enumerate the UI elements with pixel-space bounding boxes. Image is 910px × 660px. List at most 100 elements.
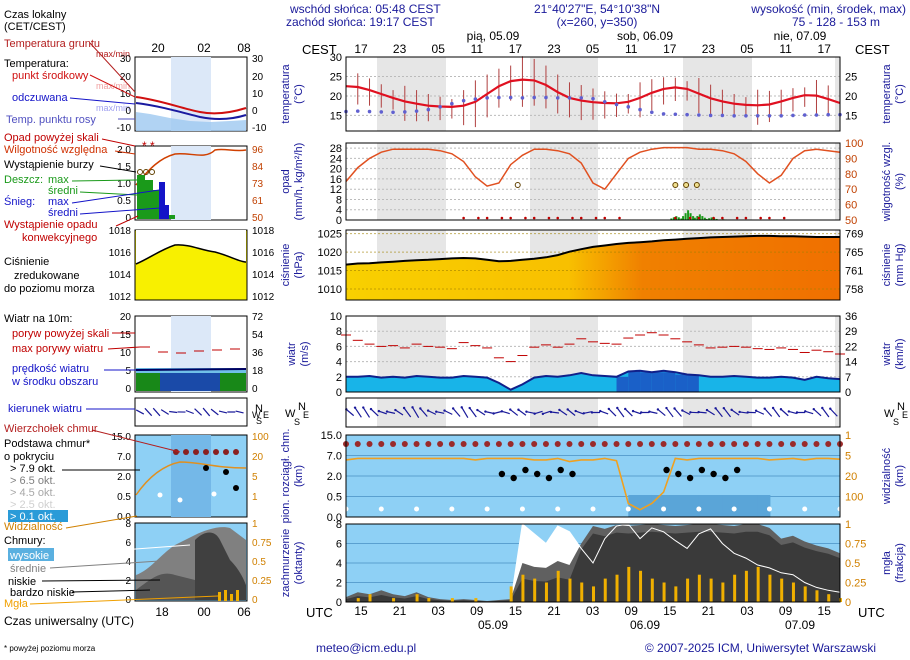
fog-bar: [544, 582, 548, 602]
wind-direction-arrow: [469, 407, 477, 418]
dew-point: [355, 109, 360, 113]
dew-point: [685, 112, 689, 117]
svg-text:max: max: [48, 174, 69, 186]
wind-direction-arrow: [821, 407, 830, 418]
cloud-top: [648, 441, 655, 447]
wind-direction-arrow: [427, 410, 437, 415]
wind-direction-arrow: [386, 411, 396, 414]
legend-soil-maxmin: max/min: [96, 49, 130, 59]
tick-utc-hour: 15: [818, 604, 832, 618]
svg-text:o pokryciu: o pokryciu: [4, 451, 54, 463]
fog-bar: [627, 566, 631, 602]
svg-text:61: 61: [252, 196, 264, 207]
precip-bar: [715, 218, 718, 220]
precip-bar: [708, 218, 711, 220]
cloud-top: [601, 441, 608, 447]
axis-title: (°C): [293, 84, 305, 104]
svg-text:> 6.5 okt.: > 6.5 okt.: [10, 475, 56, 487]
tick-label-y: 6: [336, 539, 342, 551]
tick-label-y: 25: [845, 71, 857, 83]
fog-bar: [686, 578, 690, 602]
tick-label-y: 0: [845, 597, 851, 609]
axis-title: zachmurzenie: [280, 529, 292, 597]
panel-0: 15 20 25 30 15 20 25: [330, 52, 857, 132]
svg-text:96: 96: [252, 145, 264, 156]
fog-bar: [733, 574, 737, 602]
cloud-base-dense: [533, 470, 541, 478]
svg-text:06: 06: [237, 605, 251, 619]
day-label-top: pią, 05.09: [467, 29, 520, 43]
svg-text:Czas uniwersalny (UTC): Czas uniwersalny (UTC): [4, 614, 134, 628]
axis-title: wiatr: [286, 342, 298, 367]
svg-text:0.25: 0.25: [252, 576, 272, 587]
legend-local-hour: 08: [237, 41, 251, 55]
panel-6: 0 2 4 6 8 0 0.25 0.5 0.75 1: [336, 519, 867, 609]
convective-marker: [759, 216, 762, 220]
cloud-top: [672, 441, 679, 447]
wind-direction-arrow: [370, 408, 379, 417]
dew-point: [555, 96, 560, 100]
axis-title: wiatr: [881, 342, 893, 367]
footer-email[interactable]: meteo@icm.edu.pl: [316, 641, 416, 655]
legend-dew: Temp. punktu rosy: [6, 114, 96, 126]
svg-text:1.5: 1.5: [117, 162, 131, 173]
tick-utc-hour: 09: [625, 604, 639, 618]
convective-marker: [547, 216, 551, 220]
svg-text:Widzialność: Widzialność: [4, 521, 63, 533]
svg-text:Mgła: Mgła: [4, 598, 29, 610]
wind-direction-arrow: [477, 409, 486, 416]
cloud-base-dense: [510, 474, 517, 482]
fog-bar: [356, 598, 360, 602]
legend-local-hour: 20: [151, 41, 165, 55]
svg-text:0.5: 0.5: [117, 492, 131, 503]
tick-label-y: 2: [336, 578, 342, 590]
wind-direction-arrow: [567, 409, 576, 416]
svg-text:10: 10: [120, 348, 132, 359]
tick-label-y: 5: [845, 451, 851, 463]
axis-title: ciśnienie: [280, 244, 292, 287]
svg-text:30: 30: [252, 54, 264, 65]
footer-copyright: © 2007-2025 ICM, Uniwersytet Warszawski: [645, 641, 876, 655]
tick-label-y: 0: [336, 215, 342, 227]
tick-local-hour: 23: [393, 42, 407, 56]
fog-bar: [556, 570, 560, 602]
compass-s: S: [294, 417, 300, 427]
svg-text:do poziomu morza: do poziomu morza: [4, 283, 95, 295]
tick-label-y: 0.75: [845, 539, 866, 551]
wind-direction-arrow: [542, 410, 551, 415]
precip-bar: [703, 217, 706, 220]
axis-title: (°C): [894, 84, 906, 104]
axis-title: (km): [293, 465, 305, 487]
cloud-base-low: [519, 506, 525, 512]
svg-text:0: 0: [252, 106, 258, 117]
svg-text:10: 10: [120, 89, 132, 100]
cloud-base-dense: [522, 466, 529, 474]
wind-direction-arrow: [345, 408, 355, 417]
svg-text:Wystąpienie opadu: Wystąpienie opadu: [4, 219, 97, 231]
wind-direction-arrow: [788, 410, 797, 415]
cloud-top: [684, 441, 691, 447]
cloud-top: [554, 441, 561, 447]
svg-text:18: 18: [155, 605, 169, 619]
convective-marker: [603, 216, 607, 220]
wind-direction-arrow: [583, 411, 592, 414]
legend-wind-arrow: [185, 409, 194, 415]
fog-bar: [709, 578, 713, 602]
cloud-top: [566, 441, 573, 447]
svg-text:7.0: 7.0: [117, 452, 131, 463]
svg-text:Śnieg:: Śnieg:: [4, 195, 35, 208]
tick-local-hour: 17: [818, 42, 832, 56]
svg-text:15: 15: [120, 330, 132, 341]
svg-text:1: 1: [252, 492, 258, 503]
convective-marker: [688, 216, 692, 220]
cloud-top: [542, 441, 549, 447]
convective-marker: [735, 216, 739, 220]
dew-point: [461, 98, 466, 103]
cloud-base-low: [414, 506, 420, 512]
svg-text:zredukowane: zredukowane: [14, 270, 79, 282]
precip-bar: [701, 216, 704, 220]
compass-w: W: [884, 408, 895, 420]
tick-label-y: 36: [845, 311, 857, 323]
svg-text:> 0.1 okt.: > 0.1 okt.: [10, 511, 56, 523]
convective-marker: [594, 216, 598, 220]
